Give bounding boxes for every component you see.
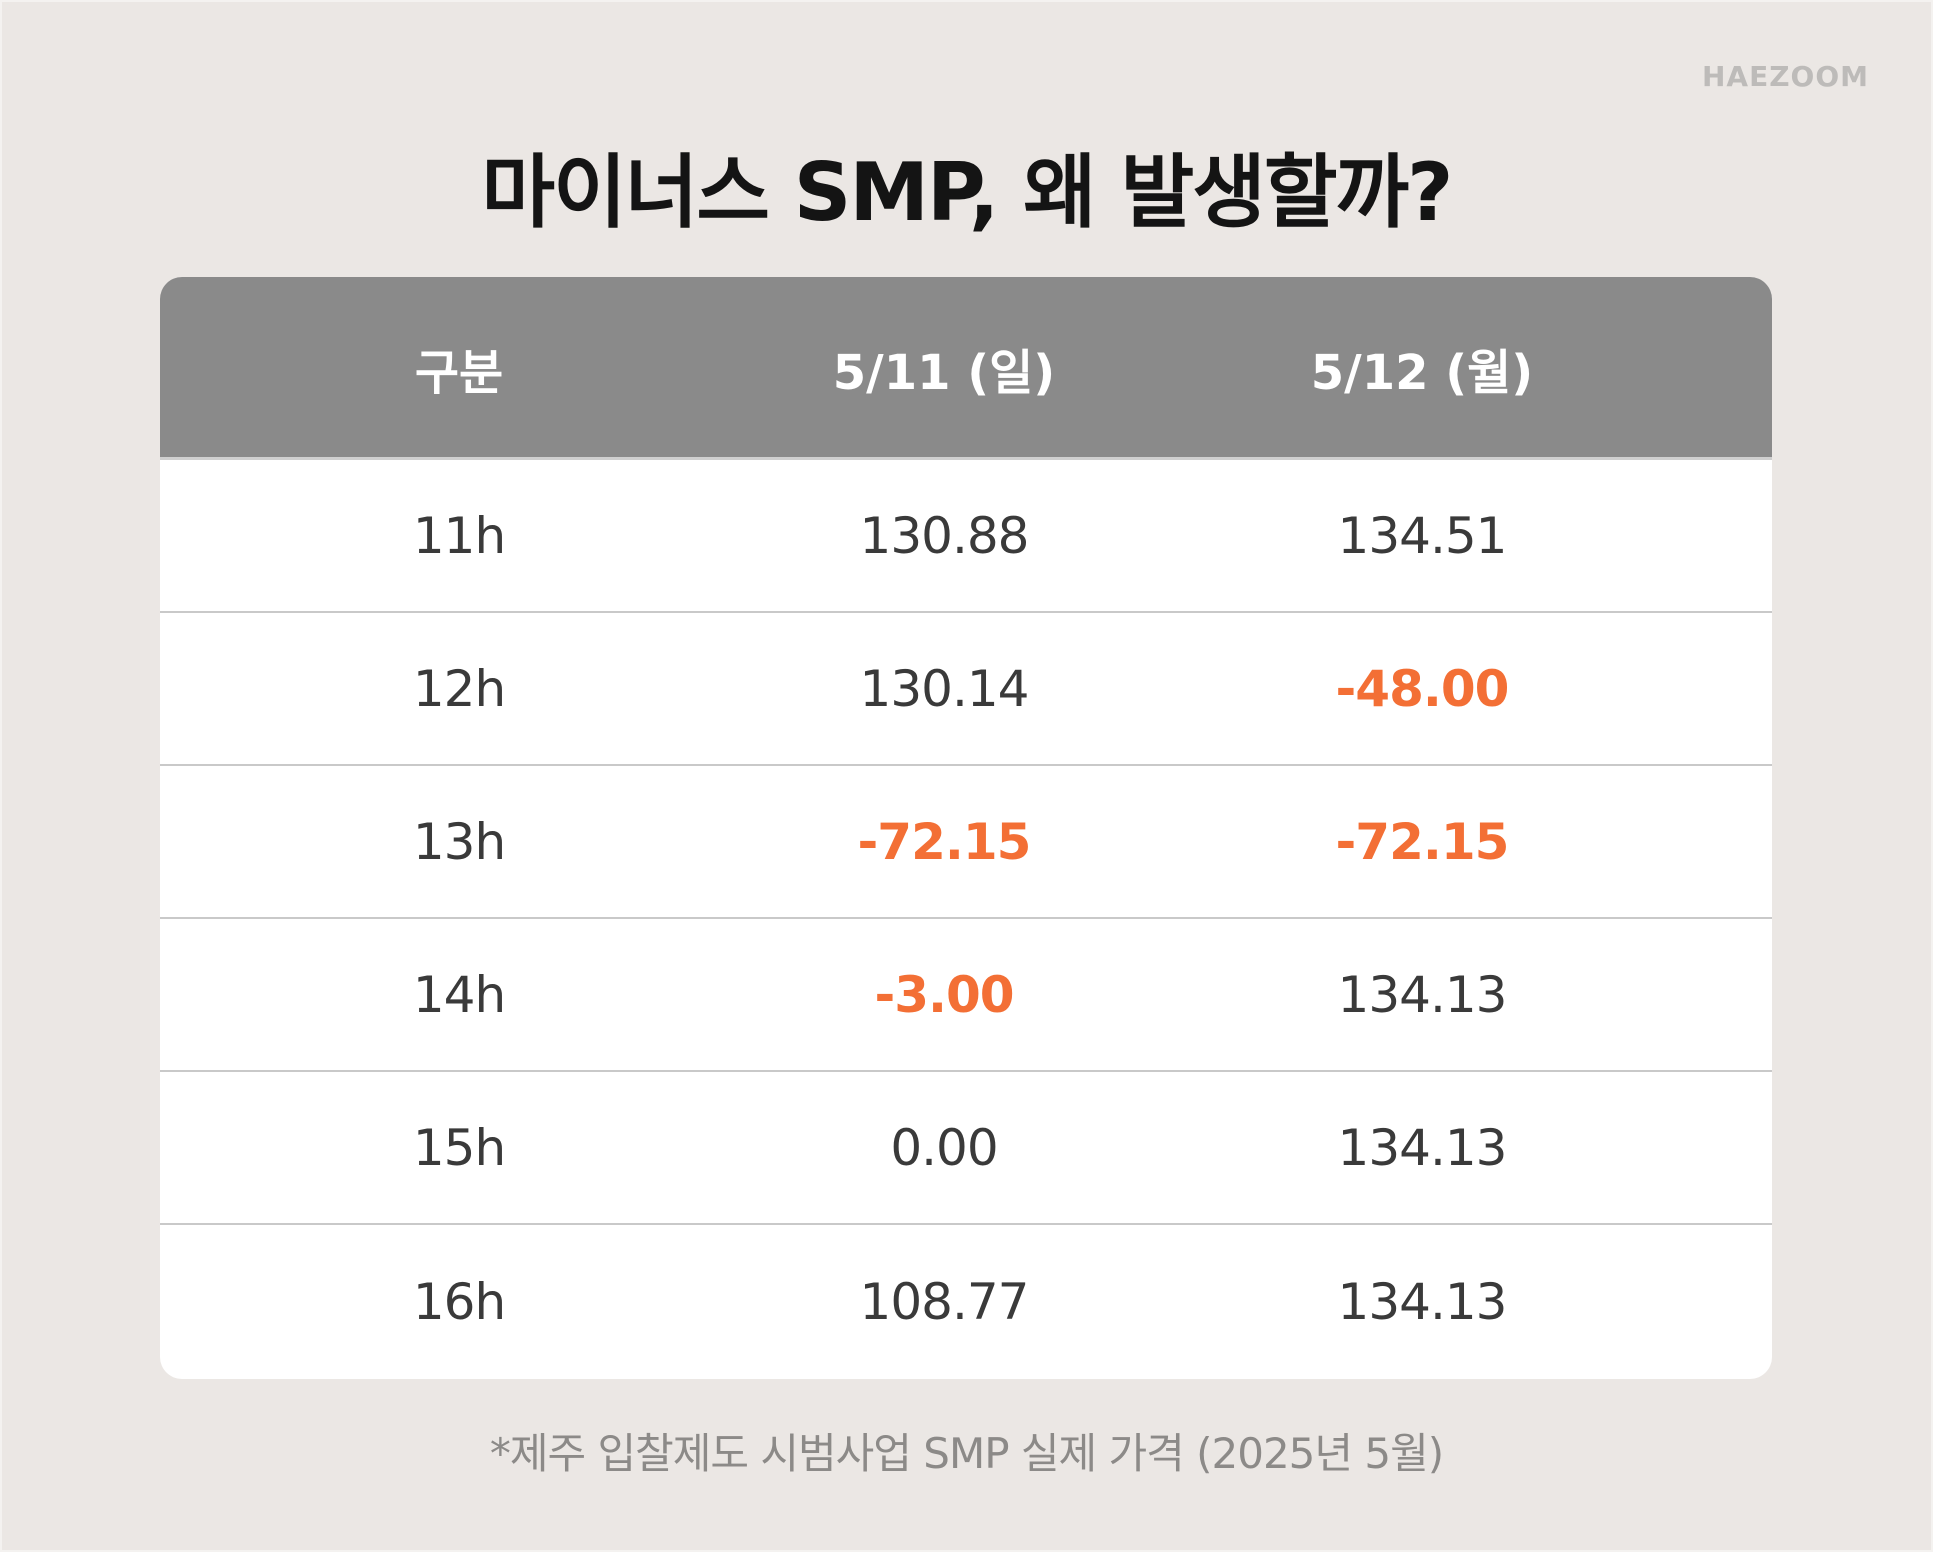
header-date-0512: 5/12 (월) <box>1310 345 1534 401</box>
footnote: *제주 입찰제도 시범사업 SMP 실제 가격 (2025년 5월) <box>489 1429 1444 1478</box>
hour-cell: 15h <box>412 1118 506 1177</box>
table-row: 12h 130.14 -48.00 <box>160 613 1772 766</box>
value-cell: 134.51 <box>1337 506 1508 565</box>
value-cell: 130.14 <box>859 659 1030 718</box>
hour-cell: 11h <box>412 506 506 565</box>
hour-cell: 12h <box>412 659 506 718</box>
hour-cell: 13h <box>412 812 506 871</box>
table-row: 13h -72.15 -72.15 <box>160 766 1772 919</box>
table-row: 16h 108.77 134.13 <box>160 1225 1772 1378</box>
value-cell: 134.13 <box>1337 1272 1508 1331</box>
hour-cell: 16h <box>412 1272 506 1331</box>
smp-table: 구분 5/11 (일) 5/12 (월) 11h 130.88 134.51 1… <box>160 277 1772 1379</box>
table-header: 구분 5/11 (일) 5/12 (월) <box>160 277 1772 460</box>
table-row: 14h -3.00 134.13 <box>160 919 1772 1072</box>
negative-value-cell: -72.15 <box>857 812 1032 871</box>
value-cell: 134.13 <box>1337 965 1508 1024</box>
header-category: 구분 <box>414 345 504 401</box>
value-cell: 134.13 <box>1337 1118 1508 1177</box>
negative-value-cell: -72.15 <box>1335 812 1510 871</box>
negative-value-cell: -48.00 <box>1335 659 1510 718</box>
negative-value-cell: -3.00 <box>874 965 1014 1024</box>
header-date-0511: 5/11 (일) <box>832 345 1056 401</box>
value-cell: 108.77 <box>859 1272 1030 1331</box>
value-cell: 0.00 <box>890 1118 998 1177</box>
table-row: 11h 130.88 134.51 <box>160 460 1772 613</box>
table-row: 15h 0.00 134.13 <box>160 1072 1772 1225</box>
value-cell: 130.88 <box>859 506 1030 565</box>
hour-cell: 14h <box>412 965 506 1024</box>
brand-logo: HAEZOOM <box>1701 60 1869 93</box>
page-title: 마이너스 SMP, 왜 발생할까? <box>481 146 1454 239</box>
